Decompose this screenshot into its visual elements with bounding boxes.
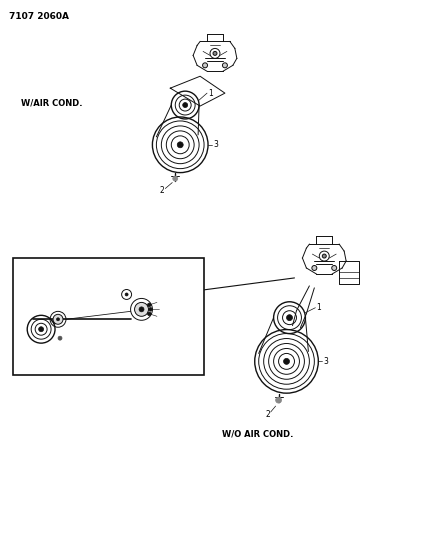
Text: W/O AIR COND.: W/O AIR COND. (222, 430, 293, 439)
Circle shape (56, 318, 59, 321)
Circle shape (173, 176, 178, 181)
Text: 10: 10 (72, 343, 81, 349)
Circle shape (213, 51, 217, 55)
Text: 1: 1 (316, 303, 321, 312)
Text: 4: 4 (19, 341, 24, 347)
Circle shape (148, 303, 151, 306)
Circle shape (148, 312, 151, 316)
Circle shape (332, 265, 337, 270)
Circle shape (149, 308, 152, 311)
Circle shape (183, 102, 187, 108)
Text: W/AIR COND.: W/AIR COND. (21, 99, 83, 108)
Circle shape (139, 307, 144, 312)
Circle shape (125, 293, 128, 296)
Text: 7107 2060A: 7107 2060A (9, 12, 69, 21)
Bar (13, 258, 204, 375)
Text: 3: 3 (213, 140, 218, 149)
Circle shape (312, 265, 317, 270)
Circle shape (202, 63, 208, 68)
Text: 2: 2 (159, 186, 164, 195)
Circle shape (223, 63, 227, 68)
Text: 8: 8 (161, 306, 166, 312)
Text: 3: 3 (323, 357, 328, 366)
Text: 6: 6 (130, 278, 134, 284)
Circle shape (322, 254, 326, 258)
Text: 9: 9 (159, 313, 163, 319)
Circle shape (39, 327, 44, 332)
Circle shape (283, 358, 289, 365)
Text: 7: 7 (159, 300, 163, 305)
Text: 1: 1 (208, 88, 213, 98)
Circle shape (286, 314, 292, 321)
Text: 2: 2 (266, 409, 270, 418)
Circle shape (58, 336, 62, 340)
Text: 5: 5 (48, 333, 53, 339)
Circle shape (134, 302, 149, 316)
Circle shape (177, 142, 183, 148)
Circle shape (53, 314, 63, 324)
Circle shape (276, 397, 282, 403)
